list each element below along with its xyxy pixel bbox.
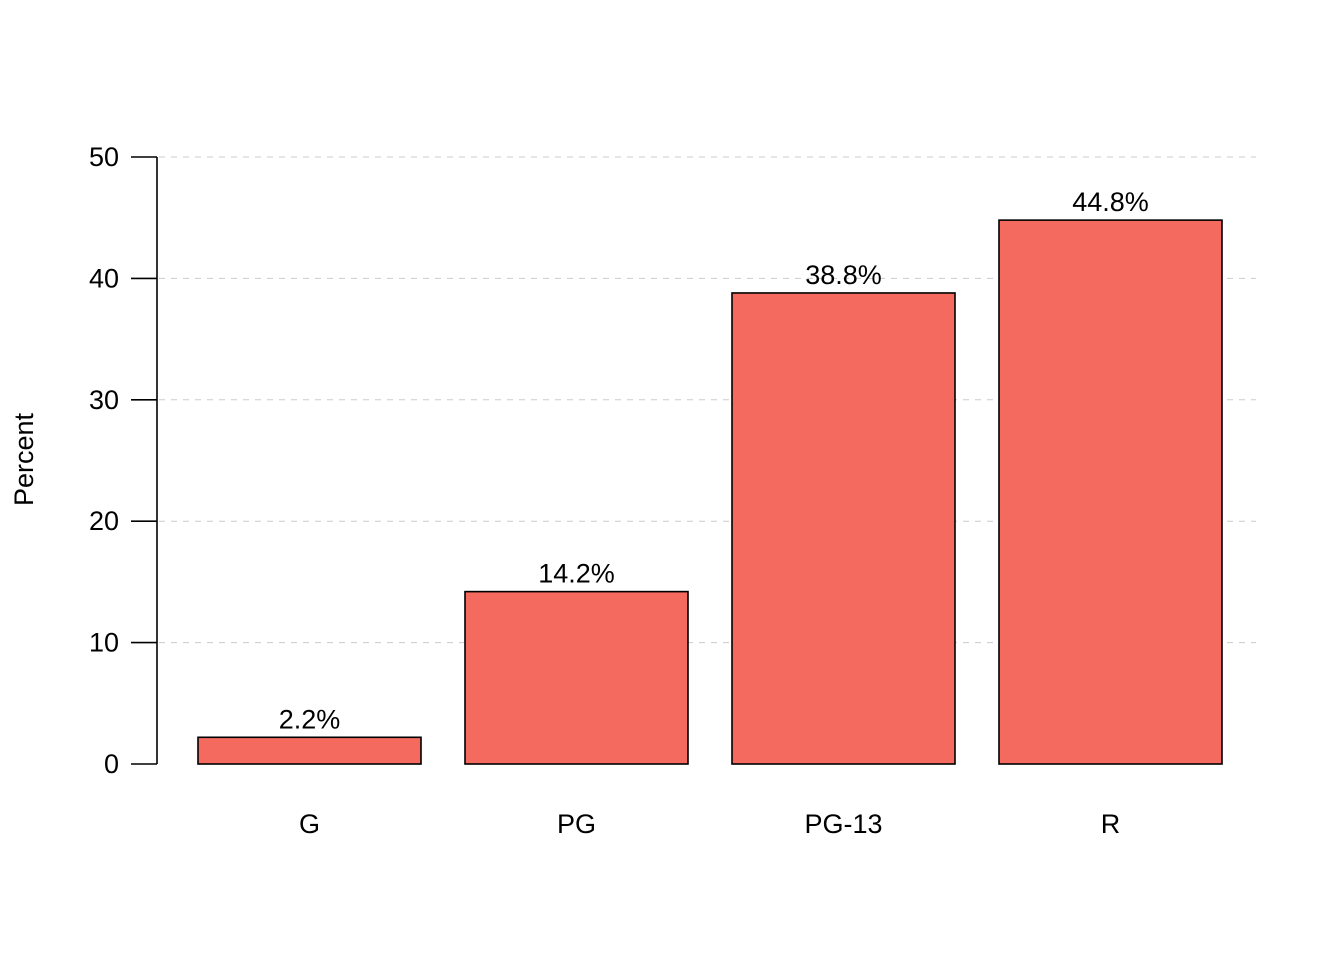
y-tick-label: 30 <box>89 385 119 415</box>
y-tick-label: 0 <box>104 749 119 779</box>
x-tick-label: PG <box>557 809 596 839</box>
x-tick-label: R <box>1101 809 1121 839</box>
bar <box>197 736 422 765</box>
value-labels: 2.2% 14.2% 38.8% 44.8% <box>279 187 1149 734</box>
data-label: 2.2% <box>279 704 341 734</box>
data-label: 14.2% <box>538 559 615 589</box>
bars <box>197 219 1223 765</box>
y-axis-title: Percent <box>9 412 39 506</box>
bar <box>464 590 689 765</box>
y-ticks: 0 10 20 30 40 50 <box>89 142 157 779</box>
y-tick-label: 50 <box>89 142 119 172</box>
x-tick-label: G <box>299 809 320 839</box>
y-tick-label: 10 <box>89 628 119 658</box>
data-label: 38.8% <box>805 260 882 290</box>
y-tick-label: 40 <box>89 263 119 293</box>
bar <box>731 292 956 765</box>
x-tick-labels: G PG PG-13 R <box>299 809 1120 839</box>
bar <box>998 219 1223 765</box>
data-label: 44.8% <box>1072 187 1149 217</box>
x-tick-label: PG-13 <box>804 809 882 839</box>
y-tick-label: 20 <box>89 506 119 536</box>
